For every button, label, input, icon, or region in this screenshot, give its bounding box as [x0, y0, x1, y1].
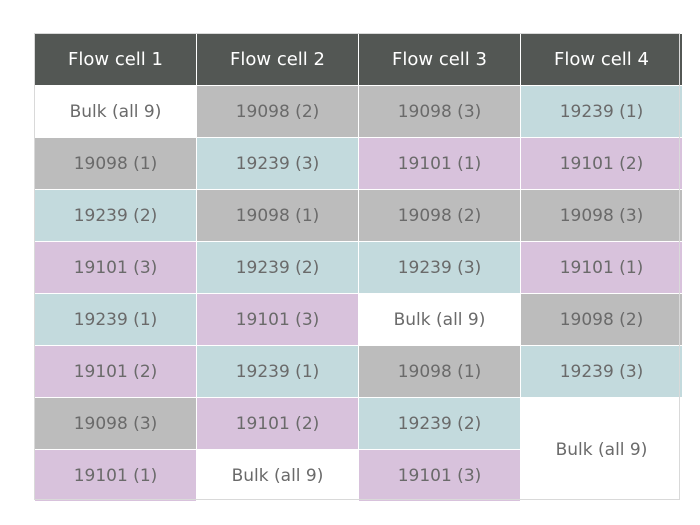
table-row: Bulk (all 9) 19098 (2) 19098 (3) 19239 (… [34, 85, 683, 138]
table-cell: 19098 (1) [358, 345, 521, 398]
table-cell: 19098 (3) [34, 397, 197, 450]
table-cell: Bulk (all 9) [520, 397, 683, 502]
table-cell: 19239 (2) [196, 241, 359, 294]
table-cell: 19239 (3) [520, 345, 683, 398]
table-row: 19101 (2) 19239 (1) 19098 (1) 19239 (3) [34, 345, 683, 398]
table-cell: 19101 (2) [520, 137, 683, 190]
table-cell: 19098 (2) [520, 293, 683, 346]
header-flow-cell-1: Flow cell 1 [34, 33, 197, 86]
table-cell: 19098 (3) [358, 85, 521, 138]
table-cell: 19098 (3) [520, 189, 683, 242]
table-cell: 19101 (2) [196, 397, 359, 450]
table-row: 19239 (2) 19098 (1) 19098 (2) 19098 (3) [34, 189, 683, 242]
table-row: 19101 (3) 19239 (2) 19239 (3) 19101 (1) [34, 241, 683, 294]
table-cell: 19239 (1) [196, 345, 359, 398]
table-cell: 19098 (1) [34, 137, 197, 190]
table-cell: 19098 (1) [196, 189, 359, 242]
table-cell: 19239 (3) [196, 137, 359, 190]
table-cell: Bulk (all 9) [34, 85, 197, 138]
table-cell: 19101 (1) [520, 241, 683, 294]
table-cell: 19239 (2) [358, 397, 521, 450]
table-cell: 19239 (3) [358, 241, 521, 294]
table-row: 19098 (1) 19239 (3) 19101 (1) 19101 (2) [34, 137, 683, 190]
table-cell: 19239 (1) [34, 293, 197, 346]
table-cell: Bulk (all 9) [358, 293, 521, 346]
table-cell: 19101 (1) [358, 137, 521, 190]
table-row: 19101 (1) Bulk (all 9) 19101 (3) [34, 449, 683, 502]
table-cell: 19239 (1) [520, 85, 683, 138]
table-cell: 19101 (3) [34, 241, 197, 294]
table-cell: 19101 (3) [196, 293, 359, 346]
table-cell: 19098 (2) [358, 189, 521, 242]
header-flow-cell-2: Flow cell 2 [196, 33, 359, 86]
table-cell: 19101 (3) [358, 449, 521, 502]
table-cell: 19239 (2) [34, 189, 197, 242]
table-cell: 19101 (1) [34, 449, 197, 502]
table-row: 19239 (1) 19101 (3) Bulk (all 9) 19098 (… [34, 293, 683, 346]
table-cell: 19101 (2) [34, 345, 197, 398]
header-flow-cell-3: Flow cell 3 [358, 33, 521, 86]
header-flow-cell-4: Flow cell 4 [520, 33, 683, 86]
table-cell: Bulk (all 9) [196, 449, 359, 502]
header-row: Flow cell 1 Flow cell 2 Flow cell 3 Flow… [34, 33, 683, 86]
flow-cell-table: Flow cell 1 Flow cell 2 Flow cell 3 Flow… [34, 33, 683, 502]
table-row: 19098 (3) 19101 (2) 19239 (2) Bulk (all … [34, 397, 683, 502]
table-cell: 19098 (2) [196, 85, 359, 138]
